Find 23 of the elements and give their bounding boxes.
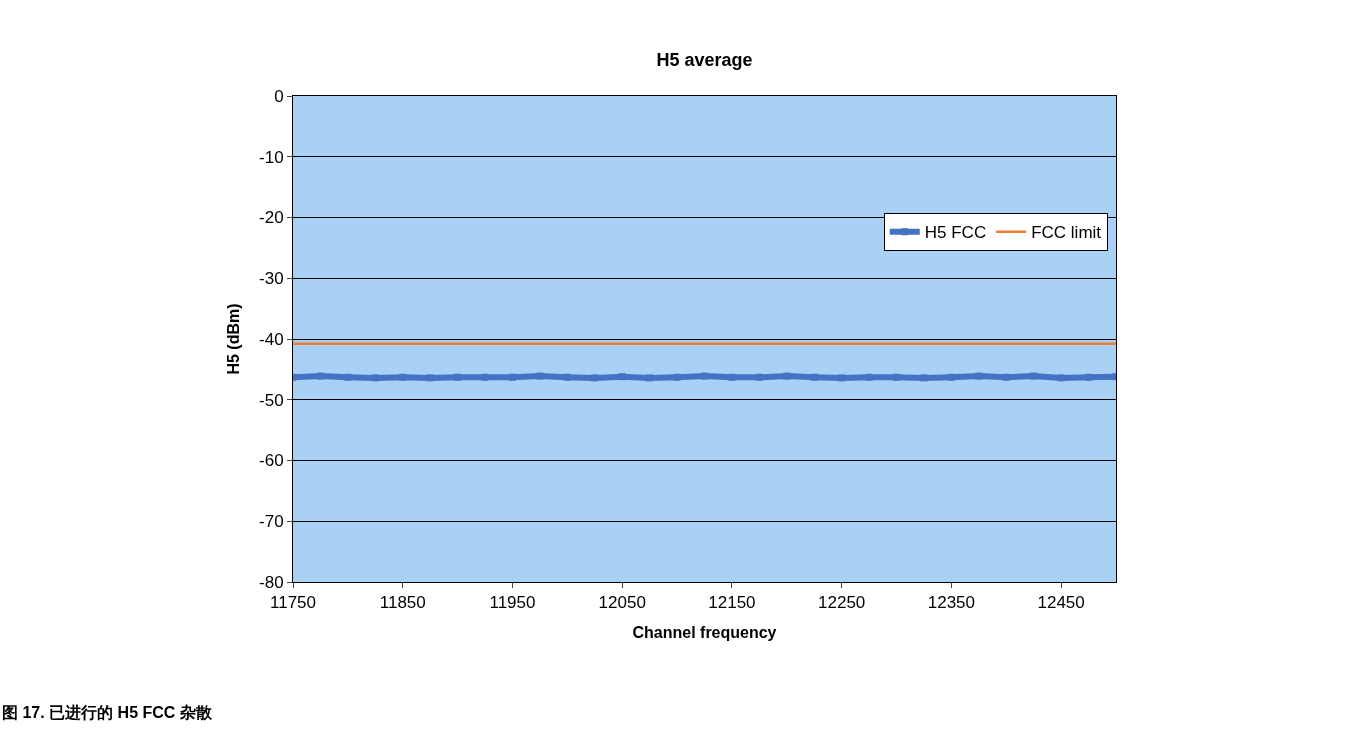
x-tick-label: 12450 [1037,593,1085,613]
x-tick-label: 12150 [708,593,756,613]
caption: 图 17. 已进行的 H5 FCC 杂散 [2,704,213,721]
x-axis-title: Channel frequency [632,624,777,642]
chart-title: H5 average [656,49,753,70]
x-tick-label: 12350 [927,593,976,613]
y-tick-label: -50 [259,390,284,410]
y-tick-label: -80 [259,572,284,592]
x-tick-label: 11950 [489,593,536,613]
y-tick-label: -40 [259,329,284,349]
y-tick-label: -70 [259,512,284,532]
legend-label: H5 FCC [924,223,987,243]
x-tick-label: 11750 [269,593,317,613]
x-tick-label: 12050 [598,593,646,613]
x-tick-label: 11850 [379,593,426,613]
y-tick-label: -20 [259,208,284,228]
legend-label: FCC limit [1031,223,1102,243]
y-tick-label: 0 [274,86,284,106]
y-axis-title: H5 (dBm) [224,303,242,375]
y-tick-label: -10 [259,147,284,167]
x-tick-label: 12250 [818,593,866,613]
y-tick-label: -60 [259,451,284,471]
y-tick-label: -30 [259,269,284,289]
